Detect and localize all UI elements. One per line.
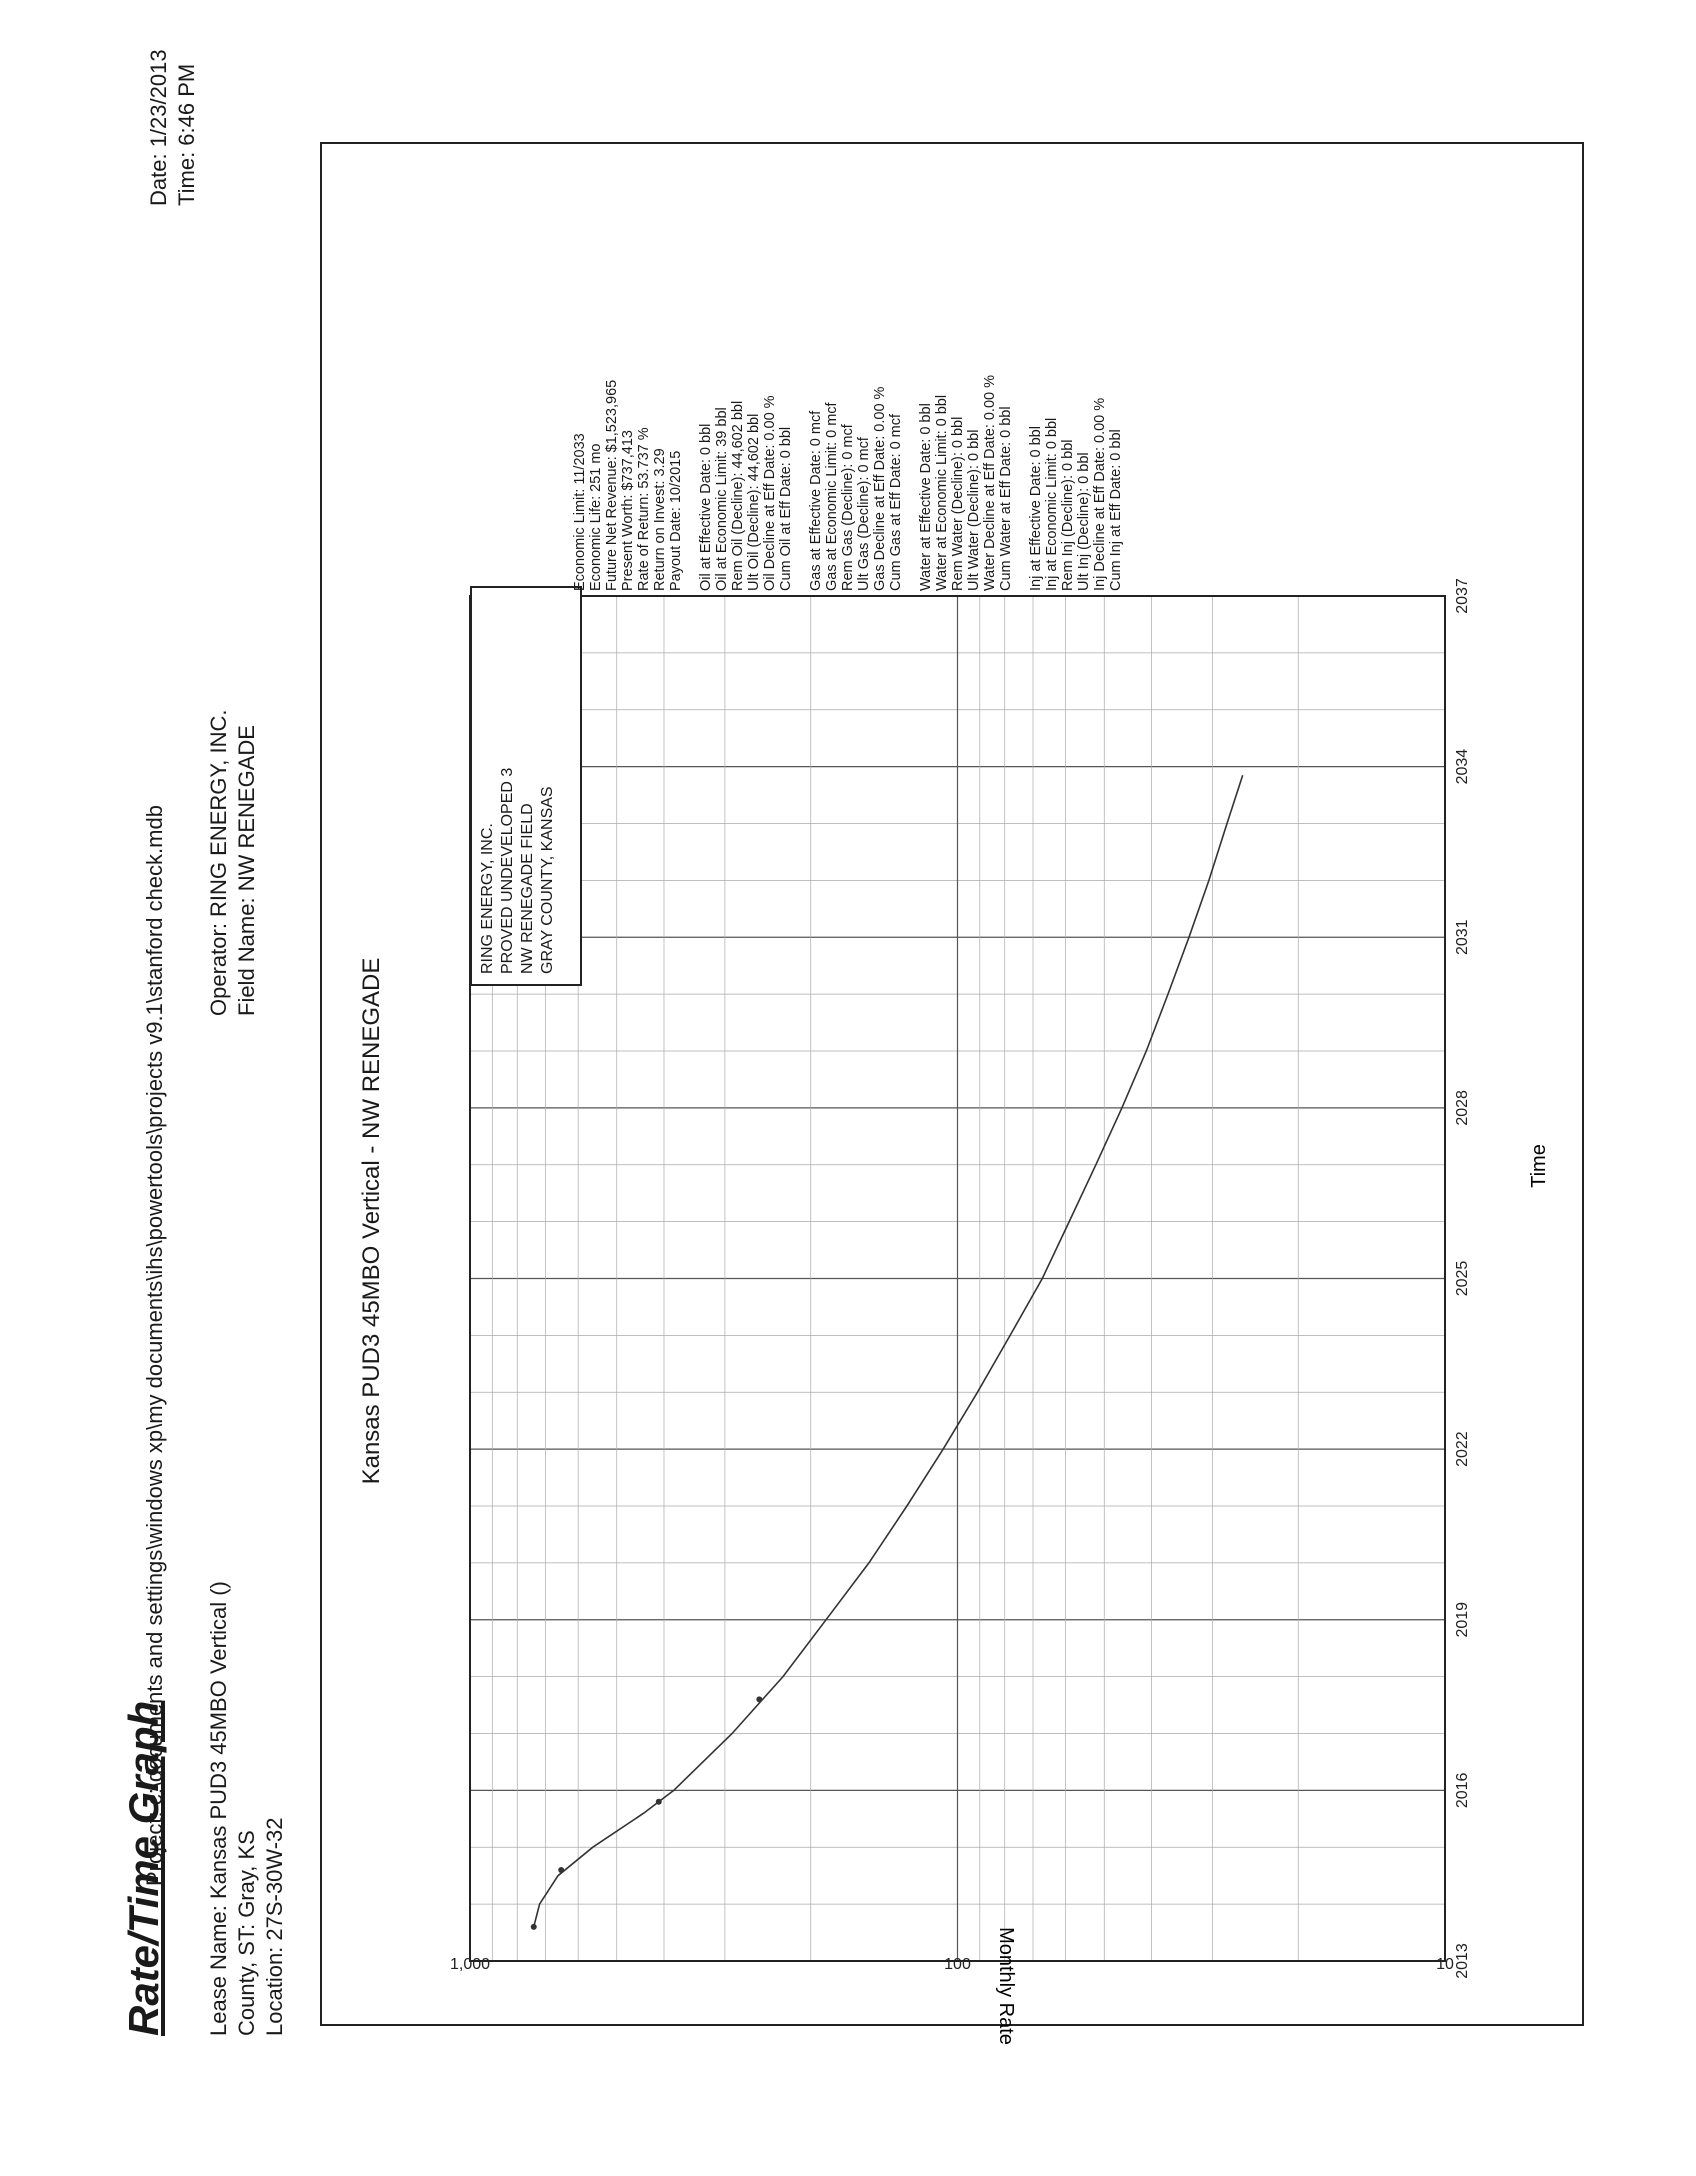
stat-line: Ult Inj (Decline): 0 bbl	[1076, 452, 1092, 591]
stats-panel: Economic Limit: 11/2033 Economic Life: 2…	[572, 151, 1138, 591]
stat-line: Ult Oil (Decline): 44,602 bbl	[746, 413, 762, 591]
x-tick-label: 2031	[1454, 919, 1471, 955]
x-tick-label: 2022	[1454, 1431, 1471, 1467]
legend-line-1: RING ENERGY, INC.	[479, 823, 496, 974]
decline-curve-line	[532, 774, 1244, 1928]
axis-layer: 2013 2016 2019 2022 2025 2028 2031 2034 2037 1,00…	[450, 578, 1471, 1979]
x-tick-label: 2028	[1454, 1090, 1471, 1126]
stat-line: Present Worth: $737,413	[620, 430, 636, 591]
stat-line: Inj at Economic Limit: 0 bbl	[1044, 417, 1060, 591]
x-tick-label: 2034	[1454, 749, 1471, 785]
curve-marker	[558, 1867, 565, 1873]
stat-line: Economic Life: 251 mo	[588, 443, 604, 592]
plot-border	[469, 595, 1446, 1962]
stat-line: Rem Oil (Decline): 44,602 bbl	[730, 400, 746, 591]
stat-line: Rem Inj (Decline): 0 bbl	[1060, 439, 1076, 592]
y-tick-label: 10	[1436, 1956, 1454, 1973]
stat-line: Inj Decline at Eff Date: 0.00 %	[1092, 397, 1108, 591]
stat-line: Payout Date: 10/2015	[668, 450, 684, 591]
economics-stats: Economic Limit: 11/2033 Economic Life: 2…	[572, 151, 684, 591]
stat-line: Rem Gas (Decline): 0 mcf	[840, 424, 856, 591]
stat-line: Ult Water (Decline): 0 bbl	[966, 429, 982, 591]
stat-line: Gas Decline at Eff Date: 0.00 %	[872, 386, 888, 591]
stat-line: Rate of Return: 53.737 %	[636, 427, 652, 591]
stat-line: Cum Gas at Eff Date: 0 mcf	[888, 413, 904, 591]
curve-marker	[756, 1696, 763, 1703]
stat-line: Cum Inj at Eff Date: 0 bbl	[1108, 429, 1124, 591]
curve-start-marker	[530, 1923, 537, 1930]
water-stats: Water at Effective Date: 0 bbl Water at …	[918, 151, 1014, 591]
legend-line-2: PROVED UNDEVELOPED 3	[499, 767, 516, 974]
x-tick-label: 2016	[1454, 1772, 1471, 1808]
x-tick-label: 2037	[1454, 578, 1471, 614]
stat-line: Gas at Economic Limit: 0 mcf	[824, 402, 840, 591]
stat-line: Gas at Effective Date: 0 mcf	[808, 410, 824, 591]
stat-line: Water Decline at Eff Date: 0.00 %	[982, 375, 998, 591]
x-axis-label: Time	[1528, 1144, 1550, 1188]
inj-stats: Inj at Effective Date: 0 bbl Inj at Econ…	[1028, 151, 1124, 591]
stat-line: Water at Economic Limit: 0 bbl	[934, 394, 950, 591]
y-tick-label: 1,000	[450, 1956, 490, 1973]
stat-line: Oil at Economic Limit: 39 bbl	[714, 407, 730, 591]
stat-line: Inj at Effective Date: 0 bbl	[1028, 426, 1044, 591]
legend-line-3: NW RENEGADE FIELD	[519, 803, 536, 974]
oil-stats: Oil at Effective Date: 0 bbl Oil at Econ…	[698, 151, 794, 591]
x-tick-label: 2013	[1454, 1943, 1471, 1979]
x-tick-label: 2025	[1454, 1261, 1471, 1297]
stat-line: Rem Water (Decline): 0 bbl	[950, 416, 966, 591]
stat-line: Water at Effective Date: 0 bbl	[918, 403, 934, 591]
legend-line-4: GRAY COUNTY, KANSAS	[539, 786, 556, 974]
legend-box: RING ENERGY, INC. PROVED UNDEVELOPED 3 N…	[470, 586, 582, 986]
x-tick-label: 2019	[1454, 1602, 1471, 1638]
stat-line: Oil Decline at Eff Date: 0.00 %	[762, 395, 778, 591]
stat-line: Economic Limit: 11/2033	[572, 433, 588, 591]
stat-line: Cum Oil at Eff Date: 0 bbl	[778, 426, 794, 591]
gas-stats: Gas at Effective Date: 0 mcf Gas at Econ…	[808, 151, 904, 591]
y-tick-label: 100	[944, 1956, 971, 1973]
series-layer	[530, 774, 1244, 1930]
stat-line: Cum Water at Eff Date: 0 bbl	[998, 406, 1014, 591]
stat-line: Oil at Effective Date: 0 bbl	[698, 423, 714, 591]
stat-line: Future Net Revenue: $1,523,965	[604, 379, 620, 591]
y-axis-label: Monthly Rate	[995, 1927, 1017, 2045]
grid-layer	[470, 595, 1446, 1962]
curve-marker	[655, 1798, 662, 1805]
stat-line: Return on Invest: 3.29	[652, 448, 668, 591]
stat-line: Ult Gas (Decline): 0 mcf	[856, 437, 872, 591]
